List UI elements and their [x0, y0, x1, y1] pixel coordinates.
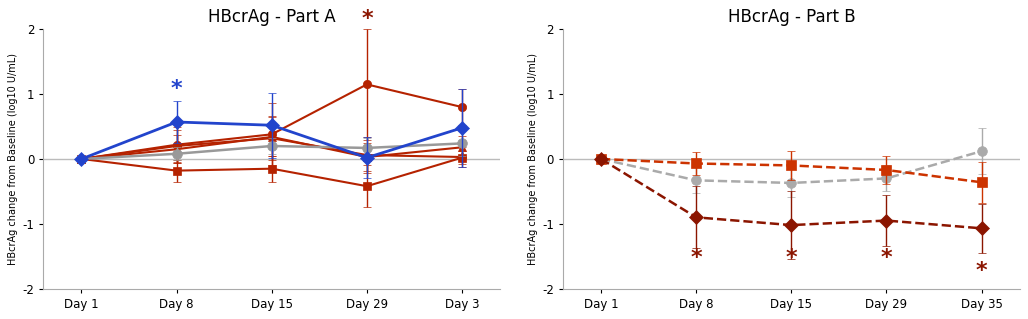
Title: HBcrAg - Part B: HBcrAg - Part B — [728, 8, 855, 26]
Text: *: * — [691, 248, 702, 268]
Text: *: * — [976, 261, 988, 281]
Text: *: * — [785, 248, 797, 268]
Y-axis label: HBcrAg change from Baseline (log10 U/mL): HBcrAg change from Baseline (log10 U/mL) — [8, 53, 19, 265]
Y-axis label: HBcrAg change from Baseline (log10 U/mL): HBcrAg change from Baseline (log10 U/mL) — [528, 53, 538, 265]
Text: *: * — [171, 79, 182, 99]
Text: *: * — [361, 9, 373, 29]
Title: HBcrAg - Part A: HBcrAg - Part A — [208, 8, 335, 26]
Text: *: * — [881, 248, 892, 268]
